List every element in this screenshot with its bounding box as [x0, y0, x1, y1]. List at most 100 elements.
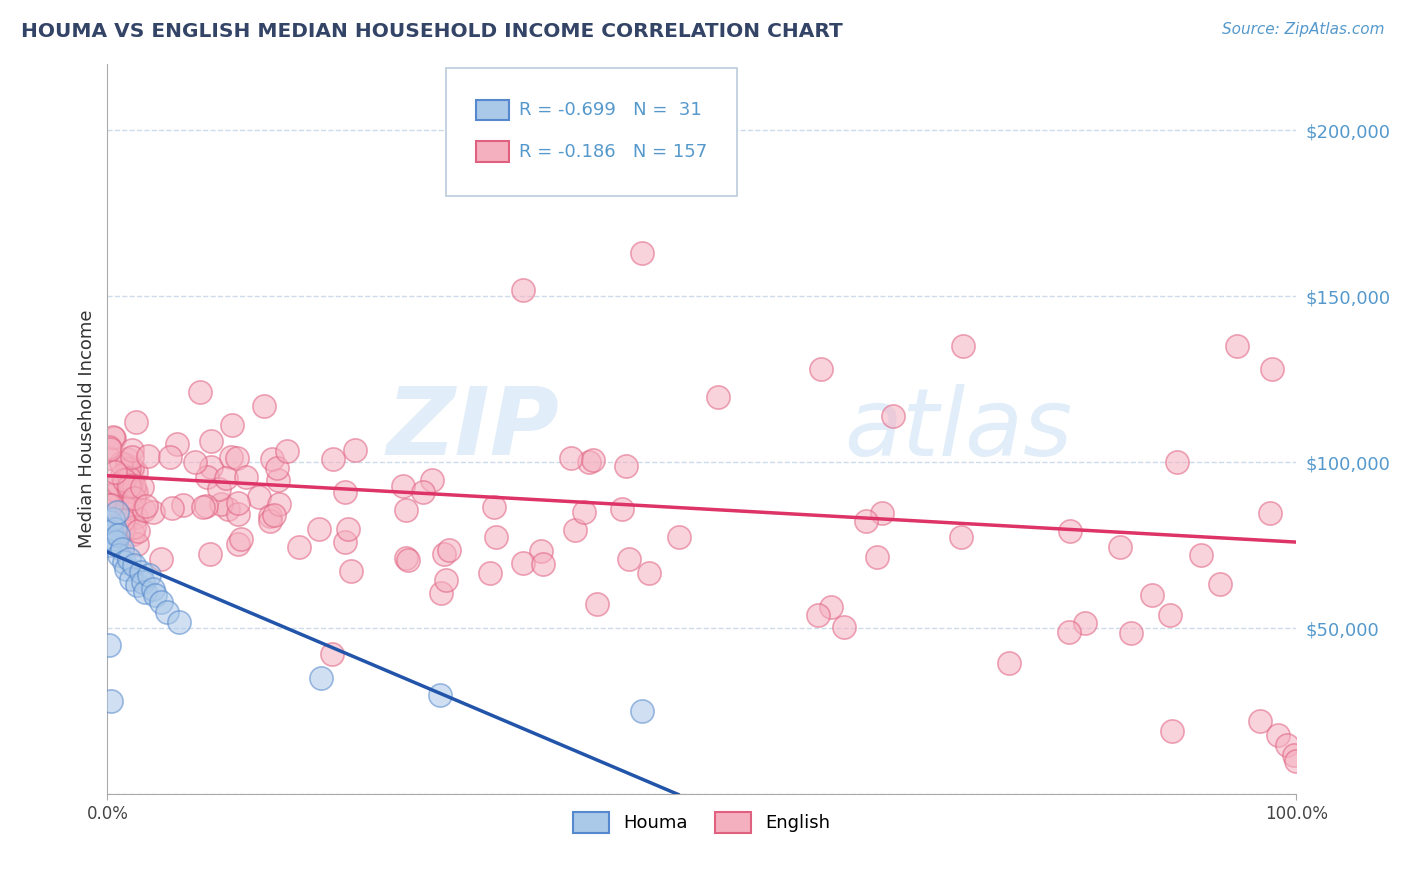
Point	[998, 656, 1021, 670]
Point	[118, 484, 141, 499]
Point	[114, 475, 136, 490]
Point	[531, 558, 554, 572]
Point	[97, 638, 120, 652]
Point	[120, 500, 142, 514]
Point	[391, 479, 413, 493]
Point	[333, 534, 356, 549]
Point	[668, 530, 690, 544]
Point	[112, 473, 135, 487]
Point	[430, 585, 453, 599]
Point	[395, 551, 418, 566]
Point	[122, 558, 145, 573]
Point	[110, 457, 132, 471]
Point	[1161, 723, 1184, 738]
Point	[97, 538, 120, 552]
Point	[121, 460, 143, 475]
Point	[124, 479, 146, 493]
Point	[226, 537, 249, 551]
Point	[122, 526, 145, 541]
Point	[195, 469, 218, 483]
Point	[578, 455, 600, 469]
Point	[1261, 362, 1284, 376]
Point	[420, 474, 443, 488]
Point	[225, 451, 247, 466]
Point	[127, 578, 149, 592]
Point	[115, 460, 138, 475]
Point	[125, 415, 148, 429]
Point	[135, 499, 157, 513]
Point	[98, 442, 121, 456]
Point	[439, 543, 461, 558]
Text: R = -0.699   N =  31: R = -0.699 N = 31	[519, 101, 702, 119]
Point	[124, 484, 146, 499]
Point	[149, 595, 172, 609]
Point	[98, 440, 121, 454]
Point	[807, 607, 830, 622]
Point	[631, 246, 654, 260]
Y-axis label: Median Household Income: Median Household Income	[79, 310, 96, 549]
Point	[432, 547, 454, 561]
Point	[111, 513, 134, 527]
Point	[129, 565, 152, 579]
Point	[614, 458, 637, 473]
Point	[1189, 548, 1212, 562]
Point	[118, 479, 141, 493]
Point	[191, 500, 214, 514]
Point	[134, 502, 156, 516]
Point	[631, 705, 654, 719]
Point	[101, 532, 124, 546]
Point	[208, 482, 231, 496]
Point	[217, 501, 239, 516]
Point	[1267, 728, 1289, 742]
Point	[582, 453, 605, 467]
Point	[586, 597, 609, 611]
Point	[121, 450, 143, 465]
Point	[118, 480, 141, 494]
Point	[124, 491, 146, 505]
Point	[855, 515, 877, 529]
Point	[870, 506, 893, 520]
Text: R = -0.186   N = 157: R = -0.186 N = 157	[519, 143, 707, 161]
Point	[131, 480, 153, 494]
Point	[530, 544, 553, 558]
Point	[832, 620, 855, 634]
Point	[132, 574, 155, 589]
FancyBboxPatch shape	[446, 68, 737, 195]
Point	[512, 556, 534, 570]
Point	[247, 491, 270, 505]
Point	[287, 540, 309, 554]
Point	[118, 474, 141, 488]
Point	[138, 568, 160, 582]
Point	[1140, 589, 1163, 603]
Point	[226, 496, 249, 510]
Text: Source: ZipAtlas.com: Source: ZipAtlas.com	[1222, 22, 1385, 37]
Point	[167, 615, 190, 629]
Point	[952, 339, 974, 353]
Point	[810, 362, 832, 376]
Point	[118, 462, 141, 476]
Point	[125, 510, 148, 524]
Point	[100, 488, 122, 502]
Point	[1275, 738, 1298, 752]
Point	[412, 485, 434, 500]
Point	[259, 514, 281, 528]
Point	[219, 450, 242, 465]
Point	[429, 688, 451, 702]
Point	[107, 524, 129, 538]
Point	[612, 501, 634, 516]
Point	[321, 647, 343, 661]
Point	[564, 523, 586, 537]
Point	[115, 561, 138, 575]
Point	[104, 466, 127, 480]
Point	[159, 450, 181, 465]
Point	[122, 520, 145, 534]
Point	[103, 522, 125, 536]
Point	[120, 477, 142, 491]
Point	[107, 477, 129, 491]
Point	[707, 390, 730, 404]
Point	[195, 499, 218, 513]
Point	[188, 384, 211, 399]
Point	[1059, 524, 1081, 538]
Bar	[475, 100, 509, 120]
Point	[340, 564, 363, 578]
